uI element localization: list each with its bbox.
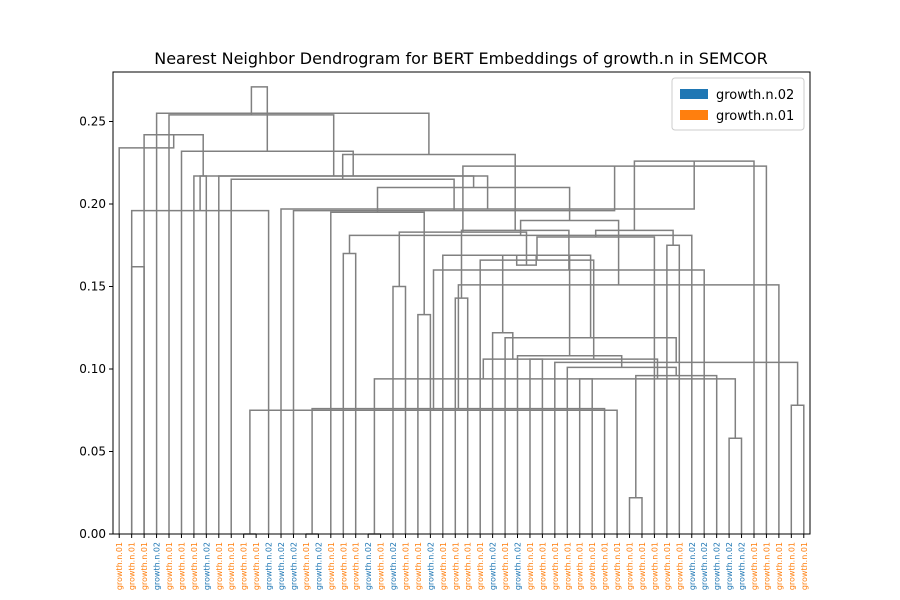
leaf-label: growth.n.01 — [339, 542, 348, 590]
leaf-label: growth.n.01 — [190, 542, 199, 590]
leaf-label: growth.n.02 — [389, 542, 398, 590]
leaf-label: growth.n.02 — [153, 542, 162, 590]
leaf-label: growth.n.01 — [402, 542, 411, 590]
leaf-label: growth.n.01 — [588, 542, 597, 590]
leaf-label: growth.n.01 — [675, 542, 684, 590]
leaf-label: growth.n.01 — [451, 542, 460, 590]
leaf-label: growth.n.01 — [128, 542, 137, 590]
y-tick-label: 0.20 — [79, 197, 106, 211]
y-tick-label: 0.15 — [79, 280, 106, 294]
dendrogram-link — [118, 134, 175, 534]
leaf-label: growth.n.01 — [626, 542, 635, 590]
leaf-label: growth.n.02 — [277, 542, 286, 590]
leaf-label: growth.n.02 — [364, 542, 373, 590]
leaf-label: growth.n.01 — [538, 542, 547, 590]
leaf-label: growth.n.01 — [663, 542, 672, 590]
leaf-label: growth.n.01 — [501, 542, 510, 590]
leaf-label: growth.n.01 — [252, 542, 261, 590]
leaf-label: growth.n.01 — [601, 542, 610, 590]
leaf-label: growth.n.01 — [227, 542, 236, 590]
legend-swatch — [680, 110, 708, 120]
leaf-label: growth.n.01 — [775, 542, 784, 590]
leaf-label: growth.n.01 — [563, 542, 572, 590]
leaf-label: growth.n.02 — [290, 542, 299, 590]
leaf-label: growth.n.01 — [439, 542, 448, 590]
leaf-label: growth.n.01 — [327, 542, 336, 590]
dendrogram-links — [118, 86, 805, 535]
leaf-label: growth.n.01 — [140, 542, 149, 590]
leaf-label: growth.n.01 — [762, 542, 771, 590]
leaf-label: growth.n.01 — [787, 542, 796, 590]
leaf-label: growth.n.02 — [426, 542, 435, 590]
leaf-label: growth.n.02 — [688, 542, 697, 590]
legend: growth.n.02 growth.n.01 — [671, 77, 805, 131]
leaf-label: growth.n.01 — [638, 542, 647, 590]
leaf-label: growth.n.02 — [738, 542, 747, 590]
y-tick-label: 0.10 — [79, 362, 106, 376]
leaf-label: growth.n.01 — [377, 542, 386, 590]
plot-frame — [112, 71, 811, 535]
leaf-label: growth.n.02 — [314, 542, 323, 590]
chart-title: Nearest Neighbor Dendrogram for BERT Emb… — [154, 49, 768, 68]
y-axis: 0.00 0.05 0.10 0.15 0.20 0.25 — [79, 115, 113, 541]
leaf-label: growth.n.01 — [302, 542, 311, 590]
y-tick-label: 0.00 — [79, 527, 106, 541]
leaf-label: growth.n.01 — [414, 542, 423, 590]
legend-swatch — [680, 89, 708, 99]
y-tick-label: 0.25 — [79, 115, 106, 129]
leaf-label: growth.n.01 — [750, 542, 759, 590]
leaf-label: growth.n.01 — [476, 542, 485, 590]
leaf-label: growth.n.01 — [352, 542, 361, 590]
leaf-label: growth.n.02 — [514, 542, 523, 590]
leaf-label: growth.n.02 — [202, 542, 211, 590]
leaf-label: growth.n.01 — [526, 542, 535, 590]
legend-label: growth.n.02 — [716, 88, 794, 103]
leaf-label: growth.n.01 — [800, 542, 809, 590]
x-axis: growth.n.01 growth.n.01 growth.n.01 growth.… — [115, 534, 809, 590]
leaf-label: growth.n.02 — [489, 542, 498, 590]
leaf-label: growth.n.01 — [613, 542, 622, 590]
leaf-label: growth.n.01 — [165, 542, 174, 590]
leaf-label: growth.n.01 — [178, 542, 187, 590]
leaf-label: growth.n.01 — [650, 542, 659, 590]
dendrogram-link — [130, 265, 145, 534]
leaf-label: growth.n.01 — [464, 542, 473, 590]
dendrogram-link — [155, 112, 430, 534]
leaf-label: growth.n.02 — [700, 542, 709, 590]
leaf-label: growth.n.01 — [576, 542, 585, 590]
leaf-label: growth.n.01 — [240, 542, 249, 590]
leaf-label: growth.n.02 — [713, 542, 722, 590]
leaf-label: growth.n.01 — [551, 542, 560, 590]
dendrogram-link — [250, 86, 269, 152]
leaf-label: growth.n.01 — [115, 542, 124, 590]
y-tick-label: 0.05 — [79, 445, 106, 459]
leaf-label: growth.n.02 — [725, 542, 734, 590]
leaf-label: growth.n.01 — [215, 542, 224, 590]
leaf-label: growth.n.02 — [265, 542, 274, 590]
legend-label: growth.n.01 — [716, 109, 794, 124]
